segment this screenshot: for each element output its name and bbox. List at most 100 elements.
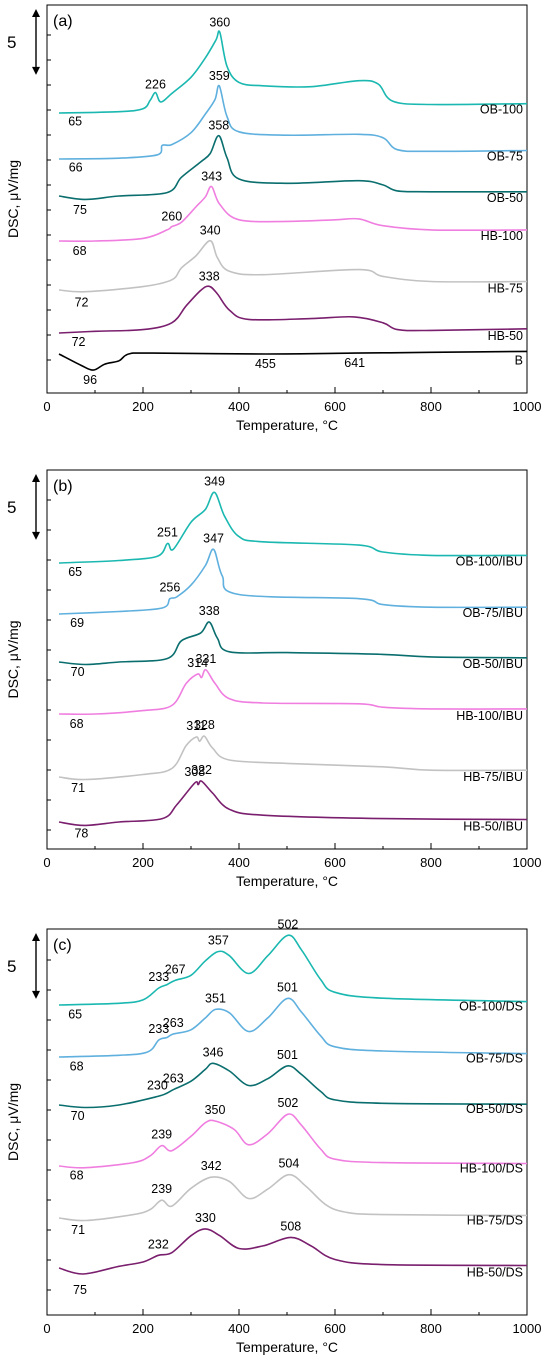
peak-annotation: 501 [277,980,298,994]
series-line-OB-100 [58,30,528,114]
peak-annotation: 72 [75,295,89,309]
peak-annotation: 349 [204,474,225,488]
peak-annotation: 65 [68,1007,82,1021]
series-line-OB-75/DS [58,997,528,1058]
peak-annotation: 508 [280,1219,301,1233]
scale-bar-label: 5 [7,498,16,517]
series-label: HB-50/DS [467,1265,523,1279]
scale-bar-arrow-down-icon [32,531,40,540]
peak-annotation: 239 [151,1128,172,1142]
scale-bar-label: 5 [7,957,16,976]
peak-annotation: 502 [278,917,299,931]
series-line-HB-75 [58,239,528,293]
x-tick-label: 1000 [513,855,542,870]
peak-annotation: 343 [201,170,222,184]
peak-annotation: 230 [147,1079,168,1093]
series-label: HB-50/IBU [463,819,523,833]
series-label: OB-100/DS [459,1000,523,1014]
series-line-HB-50 [58,285,528,334]
series-line-HB-100/IBU [58,668,528,716]
series-line-OB-75 [58,84,528,160]
peak-annotation: 314 [187,656,208,670]
peak-annotation: 78 [74,826,88,840]
x-tick-label: 800 [420,855,442,870]
x-tick-label: 600 [324,399,346,414]
peak-annotation: 66 [69,161,83,175]
peak-annotation: 251 [157,525,178,539]
peak-annotation: 96 [83,373,97,387]
x-tick-label: 0 [43,855,50,870]
peak-annotation: 263 [163,1016,184,1030]
peak-annotation: 233 [148,970,169,984]
peak-annotation: 232 [148,1237,169,1251]
x-axis-label: Temperature, °C [236,1339,338,1355]
peak-annotation: 308 [184,765,205,779]
dsc-panel-1: 0 200 400 600 800 1000 Temperature, °C DSC, μV/… [5,4,542,433]
x-tick-label: 200 [132,1321,154,1336]
panel-label: (a) [53,13,73,30]
scale-bar-arrow-up-icon [32,474,40,482]
peak-annotation: 346 [203,1045,224,1059]
peak-annotation: 504 [278,1157,299,1171]
series-line-HB-50/IBU [58,780,528,827]
series-label: HB-75 [488,282,523,296]
peak-annotation: 340 [200,224,221,238]
x-tick-label: 200 [132,855,154,870]
series-line-OB-100/IBU [58,491,528,564]
series-line-OB-50/IBU [58,621,528,666]
peak-annotation: 501 [277,1048,298,1062]
panel-label: (c) [53,937,72,954]
series-label: OB-100/IBU [456,554,523,568]
peak-annotation: 75 [73,1283,87,1297]
x-tick-label: 400 [228,1321,250,1336]
series-line-OB-75/IBU [58,548,528,615]
peak-annotation: 351 [205,991,226,1005]
peak-annotation: 70 [71,665,85,679]
peak-annotation: 69 [70,616,84,630]
x-tick-label: 600 [324,1321,346,1336]
peak-annotation: 641 [344,356,365,370]
peak-annotation: 68 [70,1168,84,1182]
peak-annotation: 357 [208,933,229,947]
x-tick-label: 400 [228,399,250,414]
x-tick-label: 1000 [513,1321,542,1336]
series-line-HB-50/DS [58,1228,528,1275]
series-line-HB-75/IBU [58,735,528,781]
y-axis-label: DSC, μV/mg [5,620,21,698]
peak-annotation: 68 [70,717,84,731]
peak-annotation: 239 [151,1182,172,1196]
peak-annotation: 359 [209,69,230,83]
peak-annotation: 65 [68,565,82,579]
peak-annotation: 502 [278,1096,299,1110]
x-tick-label: 800 [420,399,442,414]
series-label: OB-75/IBU [463,606,523,620]
series-line-HB-100 [58,185,528,242]
peak-annotation: 331 [195,652,216,666]
peak-annotation: 256 [159,581,180,595]
series-label: OB-50 [487,191,523,205]
scale-bar-arrow-down-icon [32,66,40,75]
series-label: OB-75/DS [466,1052,523,1066]
peak-annotation: 71 [71,781,85,795]
peak-annotation: 68 [73,244,87,258]
series-line-OB-50/DS [58,1062,528,1109]
peak-annotation: 75 [73,203,87,217]
peak-annotation: 330 [195,1211,216,1225]
y-axis-label: DSC, μV/mg [5,1083,21,1161]
series-label: HB-100 [481,229,523,243]
peak-annotation: 342 [201,1159,222,1173]
x-axis-label: Temperature, °C [236,873,338,889]
scale-bar-arrow-up-icon [32,933,40,941]
plot-frame [46,469,528,850]
peak-annotation: 263 [163,1072,184,1086]
series-label: HB-100/IBU [456,709,523,723]
scale-bar-label: 5 [7,33,16,52]
x-tick-label: 1000 [513,399,542,414]
peak-annotation: 70 [71,1109,85,1123]
series-line-OB-100/DS [58,934,528,1006]
series-label: OB-75 [487,150,523,164]
series-label: B [515,353,523,367]
peak-annotation: 311 [186,719,206,733]
plot-frame [46,4,528,394]
